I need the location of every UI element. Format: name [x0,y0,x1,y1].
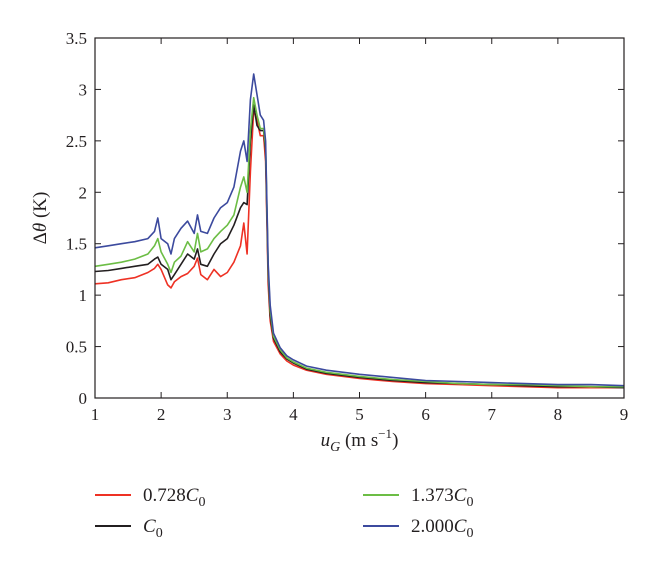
x-tick-label-8: 9 [620,405,629,424]
y-axis-label: Δθ (K) [30,192,51,245]
legend: 0.728C0 C0 1.373C0 2.000C0 [95,485,473,541]
x-tick-label-6: 7 [488,405,497,424]
x-tick-label-3: 4 [289,405,298,424]
x-tick-label-1: 2 [157,405,166,424]
y-tick-label-3: 1.5 [66,235,87,254]
y-tick-label-5: 2.5 [66,132,87,151]
y-tick-label-7: 3.5 [66,29,87,48]
y-tick-label-1: 0.5 [66,338,87,357]
y-tick-label-4: 2 [79,183,88,202]
x-tick-label-5: 6 [421,405,430,424]
series-line-0 [94,109,624,389]
legend-label-0: 0.728C0 [143,485,205,510]
legend-label-3: 2.000C0 [411,516,473,541]
y-tick-label-2: 1 [79,286,88,305]
y-tick-label-6: 3 [79,80,88,99]
series-line-3 [94,73,625,387]
x-axis-label-text: uG (m s−1) [321,426,399,455]
x-tick-label-0: 1 [91,405,100,424]
y-tick-label-0: 0 [79,389,88,408]
legend-label-2: 1.373C0 [411,485,473,510]
y-axis-label-text: Δθ (K) [30,192,51,245]
x-axis-label: uG (m s−1) [321,426,399,455]
x-tick-label-7: 8 [554,405,563,424]
plot-area: 1 2 3 4 5 6 7 8 9 0 0.5 1 1.5 2 2.5 3 3.5 [66,29,629,424]
x-tick-label-4: 5 [355,405,364,424]
series-line-2 [94,96,624,388]
x-tick-label-2: 3 [223,405,232,424]
legend-label-1: C0 [143,516,163,541]
series-line-1 [94,104,625,389]
plot-frame [94,37,625,399]
